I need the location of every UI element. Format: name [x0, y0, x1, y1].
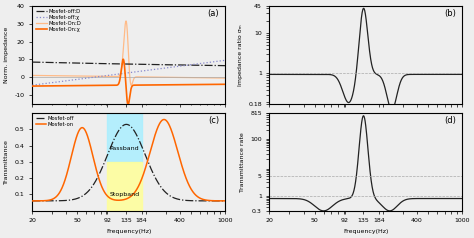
- Legend: Mosfet-off, Mosfet-on: Mosfet-off, Mosfet-on: [35, 116, 75, 128]
- Text: (d): (d): [445, 116, 456, 125]
- Legend: Mosfet-off:D, Mosfet-off:χ, Mosfet-On:D, Mosfet-On:χ: Mosfet-off:D, Mosfet-off:χ, Mosfet-On:D,…: [35, 9, 82, 32]
- Text: (b): (b): [445, 9, 456, 18]
- Text: (a): (a): [208, 9, 219, 18]
- Text: Passband: Passband: [109, 146, 139, 151]
- Y-axis label: Impedance ratio σₘ: Impedance ratio σₘ: [237, 24, 243, 86]
- X-axis label: Frequency(Hz): Frequency(Hz): [343, 229, 389, 234]
- X-axis label: Frequency(Hz): Frequency(Hz): [106, 229, 151, 234]
- Text: Stopband: Stopband: [109, 192, 139, 197]
- Text: (c): (c): [208, 116, 219, 125]
- Y-axis label: Transmittance rate: Transmittance rate: [240, 132, 245, 192]
- Y-axis label: Norm. impedance: Norm. impedance: [4, 27, 9, 83]
- Bar: [108, 113, 142, 162]
- Bar: [108, 162, 142, 211]
- Y-axis label: Transmittance: Transmittance: [4, 139, 9, 184]
